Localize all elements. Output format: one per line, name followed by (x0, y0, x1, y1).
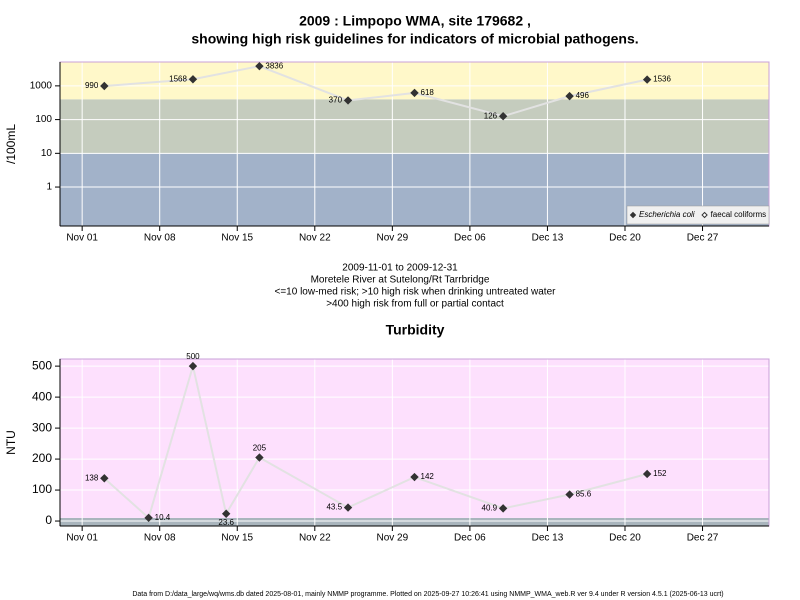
risk-band (60, 359, 769, 518)
chart-title: 2009 : Limpopo WMA, site 179682 , (299, 13, 531, 29)
data-point (188, 361, 198, 371)
data-point (642, 469, 652, 479)
x-tick-label: Dec 13 (532, 533, 564, 544)
x-tick-label: Dec 06 (454, 233, 486, 244)
x-tick-label: Nov 01 (66, 533, 98, 544)
data-label: 126 (484, 111, 498, 120)
caption: >400 high risk from full or partial cont… (326, 299, 504, 310)
data-label: 990 (85, 81, 99, 90)
y-tick-label: 0 (45, 513, 52, 527)
x-tick-label: Dec 20 (609, 533, 641, 544)
legend-marker (629, 211, 637, 219)
y-tick-label: 100 (35, 114, 52, 125)
data-point (188, 75, 198, 84)
footer: Data from D:/data_large/wq/wms.db dated … (132, 591, 723, 598)
data-label: 370 (329, 96, 343, 105)
chart-title: showing high risk guidelines for indicat… (191, 31, 638, 47)
data-label: 152 (653, 469, 667, 478)
data-label: 10.4 (155, 513, 171, 522)
data-label: 40.9 (482, 503, 498, 512)
x-tick-label: Nov 29 (377, 233, 409, 244)
data-point (565, 490, 574, 499)
x-tick-label: Nov 15 (221, 233, 253, 244)
x-tick-label: Dec 27 (687, 533, 719, 544)
data-label: 618 (421, 88, 435, 97)
caption: 2009-11-01 to 2009-12-31 (342, 263, 458, 274)
data-label: 142 (421, 472, 435, 481)
y-tick-label: 200 (32, 451, 52, 465)
data-label: 1568 (169, 74, 187, 83)
data-point (343, 503, 353, 512)
data-label: 138 (85, 473, 99, 482)
y-tick-label: 100 (32, 482, 52, 496)
x-tick-label: Dec 20 (609, 233, 641, 244)
y-tick-label: 1 (46, 182, 52, 193)
data-point (410, 472, 419, 482)
x-tick-label: Nov 08 (144, 533, 176, 544)
caption: Moretele River at Sutelong/Rt Tarrbridge (311, 275, 490, 286)
data-point (100, 474, 109, 483)
y-tick-label: 300 (32, 420, 52, 434)
y-axis-label: /100mL (4, 124, 18, 164)
series-line (103, 362, 648, 520)
data-point (343, 96, 353, 105)
x-tick-label: Dec 06 (454, 533, 486, 544)
data-point (144, 513, 153, 523)
y-tick-label: 1000 (30, 81, 53, 92)
x-tick-label: Nov 29 (377, 533, 409, 544)
x-tick-label: Dec 13 (532, 233, 564, 244)
data-label: 1536 (653, 75, 671, 84)
data-label: 43.5 (326, 503, 342, 512)
data-point (498, 504, 508, 513)
x-tick-label: Nov 22 (299, 533, 331, 544)
data-point (221, 509, 231, 518)
data-label: 23.6 (218, 518, 234, 527)
legend-marker (701, 211, 708, 219)
data-point (100, 81, 109, 91)
x-tick-label: Nov 01 (66, 233, 98, 244)
legend-box (626, 205, 770, 225)
legend-label: faecal coliforms (711, 210, 767, 219)
data-label: 3836 (265, 61, 283, 70)
x-tick-label: Nov 15 (221, 533, 253, 544)
data-point (498, 112, 508, 121)
data-label: 496 (576, 91, 590, 100)
x-tick-label: Nov 08 (144, 233, 176, 244)
series-line (104, 65, 648, 118)
caption: <=10 low-med risk; >10 high risk when dr… (275, 287, 557, 298)
x-tick-label: Nov 22 (299, 233, 331, 244)
data-label: 500 (186, 352, 200, 361)
data-point (410, 88, 419, 98)
data-point (565, 91, 574, 101)
legend-label: Escherichia coli (639, 210, 695, 219)
data-point (642, 75, 652, 84)
data-point (255, 453, 264, 462)
y-tick-label: 10 (41, 148, 53, 159)
data-point (255, 61, 264, 71)
risk-band (60, 99, 769, 154)
y-tick-label: 400 (32, 389, 52, 403)
y-axis-label: NTU (4, 430, 18, 455)
y-tick-label: 500 (32, 358, 52, 372)
data-label: 85.6 (576, 490, 592, 499)
chart-title: Turbidity (386, 322, 445, 338)
data-label: 205 (253, 444, 267, 453)
risk-band (60, 517, 769, 526)
x-tick-label: Dec 27 (687, 233, 719, 244)
